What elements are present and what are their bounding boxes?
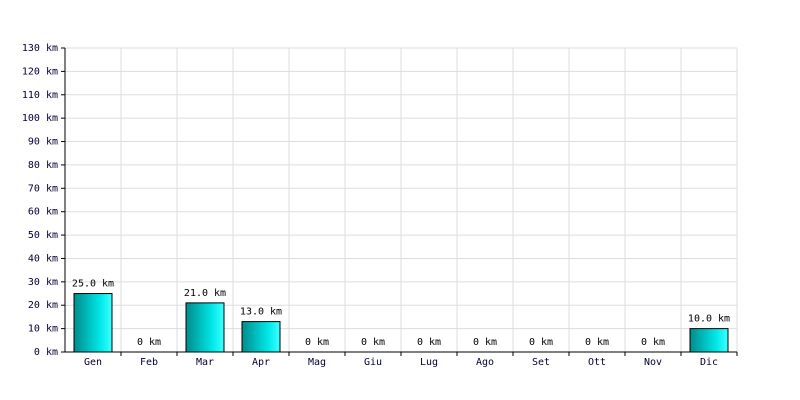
value-label: 10.0 km (688, 314, 730, 325)
x-tick-label: Ago (476, 357, 494, 368)
x-tick-label: Mag (308, 357, 326, 368)
x-tick-label: Gen (84, 357, 102, 368)
y-tick-label: 80 km (28, 160, 58, 171)
y-tick-label: 20 km (28, 300, 58, 311)
y-tick-label: 120 km (22, 66, 58, 77)
bar (185, 302, 225, 353)
x-tick-label: Giu (364, 357, 382, 368)
value-label: 0 km (137, 337, 161, 348)
value-label: 0 km (529, 337, 553, 348)
value-label: 0 km (585, 337, 609, 348)
value-label: 13.0 km (240, 307, 282, 318)
bar (241, 321, 281, 353)
x-tick-label: Ott (588, 357, 606, 368)
grid (65, 47, 738, 353)
x-tick-label: Apr (252, 357, 270, 368)
x-tick-label: Dic (700, 357, 718, 368)
y-tick-label: 60 km (28, 207, 58, 218)
value-label: 0 km (641, 337, 665, 348)
y-tick-label: 130 km (22, 43, 58, 54)
y-tick-label: 110 km (22, 90, 58, 101)
y-tick-label: 0 km (34, 347, 58, 358)
y-tick-label: 10 km (28, 324, 58, 335)
x-tick-label: Set (532, 357, 550, 368)
bar (689, 328, 729, 353)
x-tick-label: Mar (196, 357, 214, 368)
labels: 0 km 10 km 20 km 30 km 40 km 50 km 60 km 70 km 8… (22, 43, 738, 368)
value-label: 0 km (361, 337, 385, 348)
x-tick-label: Lug (420, 357, 438, 368)
y-tick-label: 70 km (28, 183, 58, 194)
value-label: 0 km (473, 337, 497, 348)
x-tick-label: Feb (140, 357, 158, 368)
bar (73, 293, 113, 353)
y-tick-label: 40 km (28, 253, 58, 264)
y-tick-label: 30 km (28, 277, 58, 288)
y-tick-label: 100 km (22, 113, 58, 124)
y-tick-label: 90 km (28, 137, 58, 148)
value-label: 0 km (305, 337, 329, 348)
x-tick-label: Nov (644, 357, 662, 368)
y-tick-label: 50 km (28, 230, 58, 241)
value-label: 25.0 km (72, 279, 114, 290)
value-label: 21.0 km (184, 288, 226, 299)
value-label: 0 km (417, 337, 441, 348)
